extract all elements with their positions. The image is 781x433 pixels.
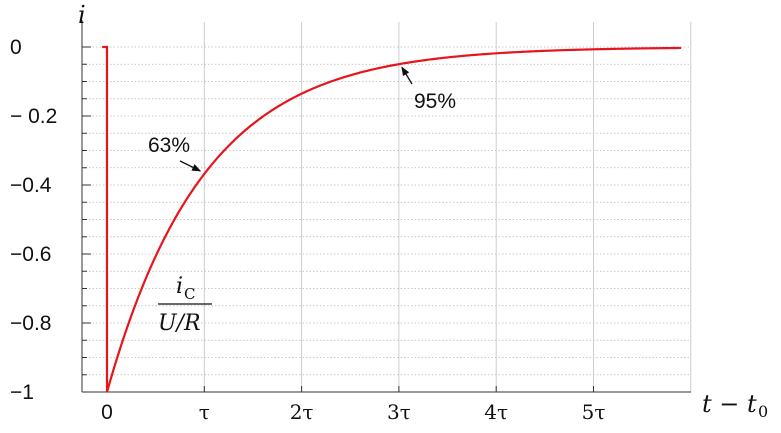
- x-tick-label: 0: [101, 401, 113, 424]
- annotation-arrow: [401, 66, 413, 85]
- svg-text:0: 0: [758, 402, 768, 421]
- annotation-63: 63%: [148, 134, 190, 157]
- y-tick-label: −0.4: [10, 174, 52, 197]
- svg-text:i: i: [176, 274, 183, 299]
- annotations: 63% 95%: [148, 66, 456, 172]
- y-tick-label: −1: [10, 381, 34, 404]
- x-tick-label: 4τ: [484, 400, 508, 424]
- curve-label: i C U/R: [158, 274, 212, 336]
- grid: [82, 22, 692, 393]
- annotation-95: 95%: [414, 90, 456, 113]
- svg-text:U/R: U/R: [158, 311, 201, 336]
- svg-text:C: C: [184, 285, 195, 303]
- svg-text:t − t: t − t: [702, 390, 757, 418]
- axes: [81, 20, 691, 393]
- ticks: 0 − 0.2 −0.4 −0.6 −0.8 −1 0 τ 2τ 3τ 4τ 5τ: [10, 36, 605, 424]
- y-tick-label: 0: [10, 36, 22, 59]
- x-axis-title: t − t 0: [702, 390, 768, 421]
- series-line: [102, 45, 682, 393]
- x-tick-label: 5τ: [582, 400, 606, 424]
- x-tick-label: τ: [199, 400, 210, 424]
- y-tick-label: −0.8: [10, 312, 51, 335]
- x-tick-label: 2τ: [290, 400, 314, 424]
- x-tick-label: 3τ: [387, 400, 411, 424]
- y-tick-label: −0.6: [10, 243, 51, 266]
- y-axis-title: i: [78, 1, 86, 29]
- annotation-arrow: [179, 160, 202, 172]
- y-tick-label: − 0.2: [10, 105, 57, 128]
